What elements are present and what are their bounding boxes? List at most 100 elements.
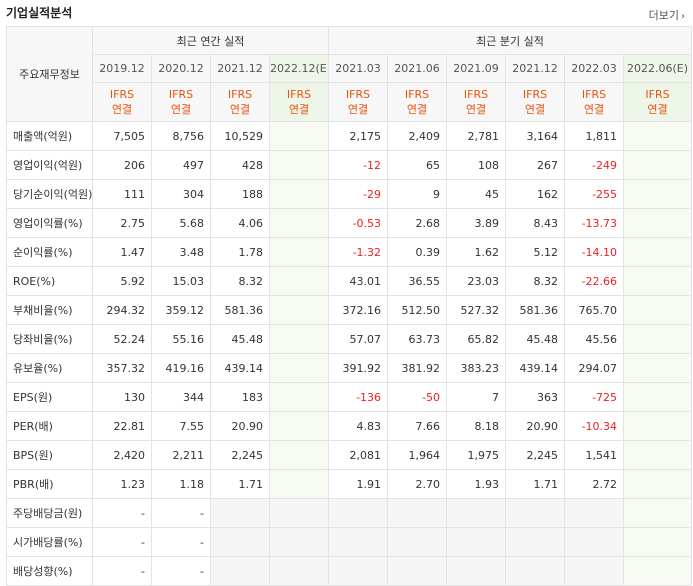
table-cell: 7.55	[151, 411, 211, 441]
table-cell: 111	[92, 179, 152, 209]
table-cell: 2,420	[92, 440, 152, 470]
table-row: 순이익률(%) 1.47 3.48 1.78 -1.32 0.39 1.62 5.12 -14.…	[6, 237, 693, 267]
standard-header: IFRS 연결	[564, 82, 625, 122]
row-label: EPS(원)	[6, 382, 93, 412]
standard-label-bottom: 연결	[170, 103, 192, 116]
standard-header: IFRS 연결	[92, 82, 152, 122]
table-cell: -	[92, 498, 152, 528]
standard-label-top: IFRS	[581, 88, 607, 101]
table-cell	[623, 324, 693, 354]
table-cell	[446, 527, 507, 557]
table-cell	[623, 208, 693, 238]
table-cell	[328, 527, 389, 557]
table-cell	[564, 498, 625, 528]
period-header: 2021.09	[446, 54, 507, 83]
table-cell: 1.23	[92, 469, 152, 499]
standard-label-top: IFRS	[404, 88, 430, 101]
table-cell: -10.34	[564, 411, 625, 441]
table-cell: 363	[505, 382, 566, 412]
table-cell	[623, 498, 693, 528]
standard-label-top: IFRS	[522, 88, 548, 101]
table-cell: -0.53	[328, 208, 389, 238]
standard-label-top: IFRS	[109, 88, 135, 101]
row-label: 유보율(%)	[6, 353, 93, 383]
table-cell: 2.70	[387, 469, 448, 499]
table-cell: 1,975	[446, 440, 507, 470]
standard-label-bottom: 연결	[524, 103, 546, 116]
table-cell: 2,245	[210, 440, 270, 470]
table-cell: -	[151, 556, 211, 586]
period-header-row: 2019.12 2020.12 2021.12 2022.12(E) 2021.03 20…	[7, 54, 693, 83]
table-cell: 2,081	[328, 440, 389, 470]
table-row: PER(배) 22.81 7.55 20.90 4.83 7.66 8.18 20.90 -10…	[6, 411, 693, 441]
more-link[interactable]: 더보기 ›	[649, 7, 685, 23]
table-cell	[623, 179, 693, 209]
standard-header: IFRS 연결	[505, 82, 566, 122]
table-cell: 55.16	[151, 324, 211, 354]
table-body: 매출액(억원) 7,505 8,756 10,529 2,175 2,409 2,781 3,…	[6, 121, 693, 586]
table-cell: -50	[387, 382, 448, 412]
table-cell: 183	[210, 382, 270, 412]
table-cell: 1,811	[564, 121, 625, 151]
table-cell: 57.07	[328, 324, 389, 354]
table-cell: 581.36	[505, 295, 566, 325]
table-cell	[210, 498, 270, 528]
table-cell: 344	[151, 382, 211, 412]
table-cell: 381.92	[387, 353, 448, 383]
table-cell	[268, 498, 330, 528]
table-cell: 45.48	[505, 324, 566, 354]
table-cell: 357.32	[92, 353, 152, 383]
table-cell: 10,529	[210, 121, 270, 151]
row-label: 영업이익률(%)	[6, 208, 93, 238]
table-cell	[623, 440, 693, 470]
table-cell	[623, 411, 693, 441]
table-cell	[268, 150, 330, 180]
table-cell: 5.92	[92, 266, 152, 296]
table-cell: 130	[92, 382, 152, 412]
table-cell	[623, 556, 693, 586]
table-cell: 581.36	[210, 295, 270, 325]
table-cell: 5.12	[505, 237, 566, 267]
table-cell	[268, 266, 330, 296]
table-cell: -12	[328, 150, 389, 180]
standard-label-top: IFRS	[645, 88, 670, 101]
table-cell	[268, 179, 330, 209]
table-cell	[387, 498, 448, 528]
table-cell: 2,409	[387, 121, 448, 151]
table-cell	[268, 440, 330, 470]
table-cell: 2,781	[446, 121, 507, 151]
table-cell: 304	[151, 179, 211, 209]
table-cell	[268, 556, 330, 586]
table-cell: -22.66	[564, 266, 625, 296]
table-cell	[623, 382, 693, 412]
table-cell: 1.62	[446, 237, 507, 267]
table-row: 주당배당금(원) - -	[6, 498, 693, 528]
table-cell	[268, 411, 330, 441]
table-cell: 7	[446, 382, 507, 412]
table-cell	[268, 237, 330, 267]
table-row: 매출액(억원) 7,505 8,756 10,529 2,175 2,409 2,781 3,…	[6, 121, 693, 151]
row-label: ROE(%)	[6, 266, 93, 296]
row-label: 주당배당금(원)	[6, 498, 93, 528]
standard-header: IFRS 연결	[210, 82, 270, 122]
table-cell: 294.07	[564, 353, 625, 383]
table-cell: 1.47	[92, 237, 152, 267]
standard-header: IFRS 연결	[328, 82, 389, 122]
table-cell: 52.24	[92, 324, 152, 354]
table-cell: 2.68	[387, 208, 448, 238]
table-cell: -136	[328, 382, 389, 412]
table-cell: 2.75	[92, 208, 152, 238]
standard-label-top: IFRS	[227, 88, 253, 101]
table-cell: 206	[92, 150, 152, 180]
standard-label-bottom: 연결	[229, 103, 251, 116]
standard-label-bottom: 연결	[288, 103, 310, 116]
row-label: 영업이익(억원)	[6, 150, 93, 180]
table-cell: 383.23	[446, 353, 507, 383]
table-cell: 439.14	[505, 353, 566, 383]
table-cell: 188	[210, 179, 270, 209]
table-cell	[623, 237, 693, 267]
period-header: 2022.06(E)	[623, 54, 693, 83]
table-cell: 439.14	[210, 353, 270, 383]
table-cell: 7.66	[387, 411, 448, 441]
table-cell: 108	[446, 150, 507, 180]
